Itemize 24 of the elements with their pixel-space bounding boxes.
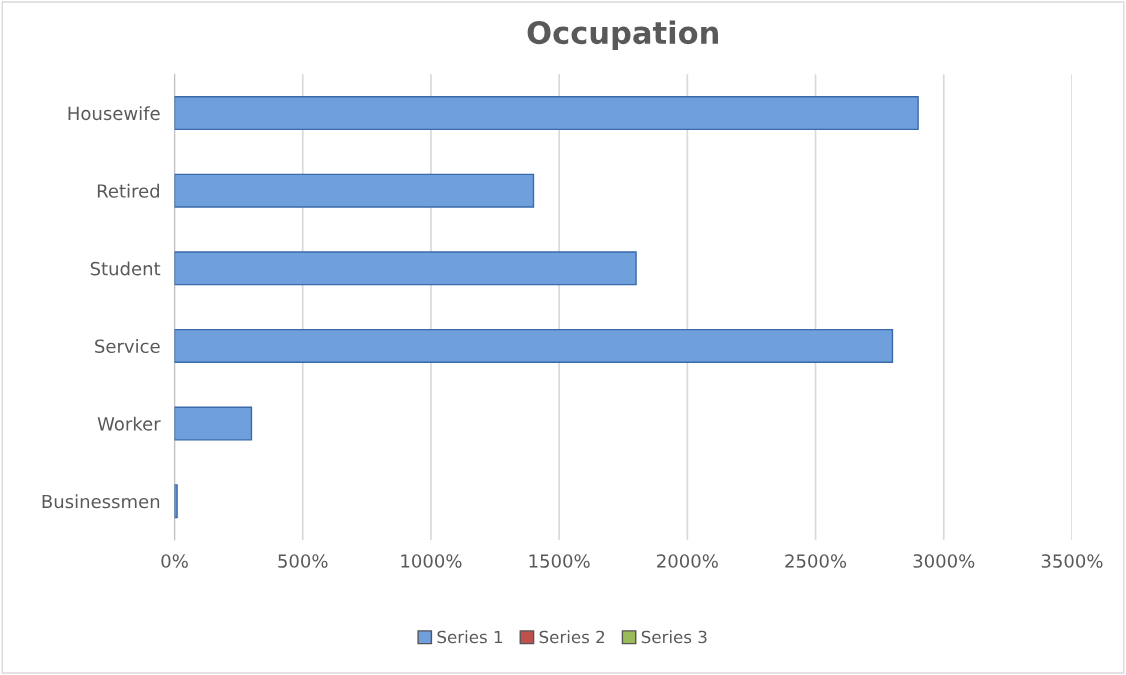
x-tick-label: 1000% (401, 554, 462, 568)
y-tick-label: Worker (97, 416, 161, 431)
bar (174, 406, 253, 441)
x-tick-label: 500% (278, 554, 328, 568)
x-tick-label: 2000% (657, 554, 718, 568)
legend-label: Series 3 (641, 630, 707, 644)
bar (174, 96, 919, 131)
x-tick-label: 2500% (785, 554, 847, 568)
bar (174, 484, 178, 519)
y-tick-label: Housewife (68, 106, 160, 121)
x-tick-label: 1500% (529, 554, 590, 568)
y-tick-label: Student (90, 261, 161, 276)
x-tick-label: 3500% (1041, 554, 1103, 568)
chart-title: Occupation (527, 20, 718, 51)
x-tick-label: 3000% (913, 554, 975, 568)
bar (174, 251, 637, 286)
legend-label: Series 2 (539, 630, 605, 644)
y-tick-label: Retired (97, 183, 159, 198)
bar (174, 328, 894, 363)
legend-label: Series 1 (437, 630, 503, 644)
y-tick-label: Businessmen (42, 494, 160, 509)
x-tick-label: 0% (161, 554, 188, 568)
bar (174, 173, 535, 208)
y-tick-label: Service (95, 339, 160, 354)
